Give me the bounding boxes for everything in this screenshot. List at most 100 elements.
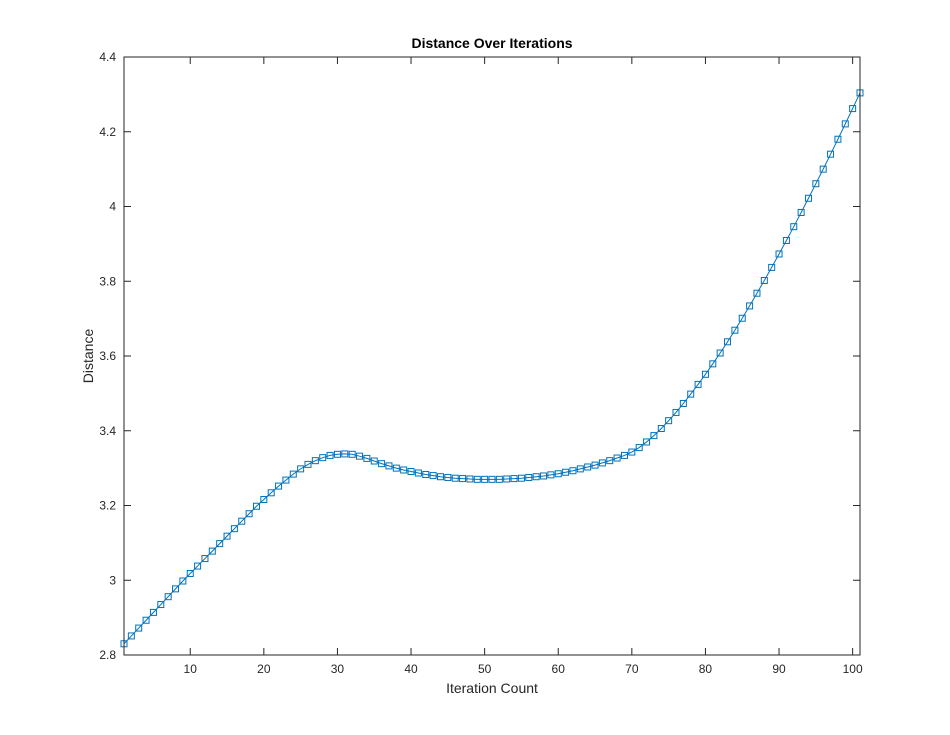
series-layer xyxy=(120,89,864,648)
x-tick-label: 100 xyxy=(843,662,863,676)
data-point-marker xyxy=(333,450,341,458)
data-point-marker xyxy=(385,462,393,470)
data-point-marker xyxy=(517,474,525,482)
data-point-marker xyxy=(503,475,511,483)
data-point-marker xyxy=(775,250,783,258)
data-point-marker xyxy=(473,475,481,483)
data-point-marker xyxy=(819,165,827,173)
data-point-marker xyxy=(569,467,577,475)
data-point-marker xyxy=(591,461,599,469)
data-point-marker xyxy=(223,532,231,540)
x-tick-label: 40 xyxy=(404,662,418,676)
data-point-marker xyxy=(172,585,180,593)
data-point-marker xyxy=(135,624,143,632)
data-point-marker xyxy=(804,194,812,202)
x-tick-label: 70 xyxy=(625,662,639,676)
data-point-marker xyxy=(576,465,584,473)
data-point-marker xyxy=(709,360,717,368)
data-point-marker xyxy=(841,120,849,128)
data-point-marker xyxy=(459,475,467,483)
data-point-marker xyxy=(429,472,437,480)
y-tick-label: 3 xyxy=(109,573,116,587)
x-tick-label: 80 xyxy=(699,662,713,676)
data-point-marker xyxy=(753,289,761,297)
data-point-marker xyxy=(267,489,275,497)
y-tick-label: 3.2 xyxy=(99,499,116,513)
data-point-marker xyxy=(635,444,643,452)
data-point-marker xyxy=(716,349,724,357)
data-point-marker xyxy=(245,510,253,518)
data-point-marker xyxy=(208,547,216,555)
data-point-marker xyxy=(724,338,732,346)
data-point-marker xyxy=(481,475,489,483)
data-point-marker xyxy=(672,408,680,416)
data-point-marker xyxy=(540,472,548,480)
data-point-marker xyxy=(378,460,386,468)
data-point-marker xyxy=(127,632,135,640)
data-point-marker xyxy=(665,417,673,425)
data-point-marker xyxy=(444,473,452,481)
data-point-marker xyxy=(142,616,150,624)
data-point-marker xyxy=(326,451,334,459)
data-point-marker xyxy=(164,593,172,601)
y-tick-label: 4.4 xyxy=(99,50,116,64)
series-line xyxy=(123,92,861,645)
data-point-marker xyxy=(554,470,562,478)
data-point-marker xyxy=(356,452,364,460)
data-point-marker xyxy=(436,473,444,481)
axes-box xyxy=(123,56,861,656)
data-point-marker xyxy=(311,457,319,465)
plot-area xyxy=(124,57,860,655)
x-axis: 10 20 30 40 50 60 70 80 90 100 xyxy=(184,57,863,676)
data-point-marker xyxy=(679,399,687,407)
y-tick-label: 2.8 xyxy=(99,648,116,662)
x-tick-label: 10 xyxy=(184,662,198,676)
data-point-marker xyxy=(598,459,606,467)
data-point-marker xyxy=(613,454,621,462)
data-point-marker xyxy=(510,475,518,483)
data-point-marker xyxy=(348,450,356,458)
data-point-marker xyxy=(584,463,592,471)
data-point-marker xyxy=(746,302,754,310)
data-point-marker xyxy=(407,467,415,475)
data-point-marker xyxy=(238,517,246,525)
data-point-marker xyxy=(562,468,570,476)
data-point-marker xyxy=(216,540,224,548)
data-point-marker xyxy=(260,496,268,504)
x-tick-label: 50 xyxy=(478,662,492,676)
data-point-marker xyxy=(812,180,820,188)
y-tick-label: 4.2 xyxy=(99,125,116,139)
data-point-marker xyxy=(363,454,371,462)
y-axis: 2.8 3 3.2 3.4 3.6 3.8 4 4.2 4.4 xyxy=(99,50,860,662)
data-point-marker xyxy=(731,326,739,334)
data-point-marker xyxy=(657,425,665,433)
data-point-marker xyxy=(738,314,746,322)
data-point-marker xyxy=(157,601,165,609)
data-point-marker xyxy=(628,448,636,456)
data-point-marker xyxy=(620,451,628,459)
data-point-marker xyxy=(650,432,658,440)
data-point-marker xyxy=(230,525,238,533)
data-point-marker xyxy=(194,562,202,570)
data-point-marker xyxy=(400,466,408,474)
chart-title: Distance Over Iterations xyxy=(411,35,572,51)
data-point-marker xyxy=(319,454,327,462)
data-point-marker xyxy=(495,475,503,483)
data-point-marker xyxy=(849,105,857,113)
data-point-marker xyxy=(525,473,533,481)
data-point-marker xyxy=(297,465,305,473)
data-point-marker xyxy=(827,150,835,158)
data-point-marker xyxy=(370,457,378,465)
data-point-marker xyxy=(149,608,157,616)
data-point-marker xyxy=(547,471,555,479)
y-axis-label: Distance xyxy=(80,329,96,384)
data-point-marker xyxy=(282,476,290,484)
x-tick-label: 60 xyxy=(552,662,566,676)
data-point-marker xyxy=(488,475,496,483)
data-point-marker xyxy=(834,135,842,143)
y-tick-label: 3.6 xyxy=(99,349,116,363)
x-tick-label: 30 xyxy=(331,662,345,676)
data-point-marker xyxy=(694,380,702,388)
data-point-marker xyxy=(466,475,474,483)
